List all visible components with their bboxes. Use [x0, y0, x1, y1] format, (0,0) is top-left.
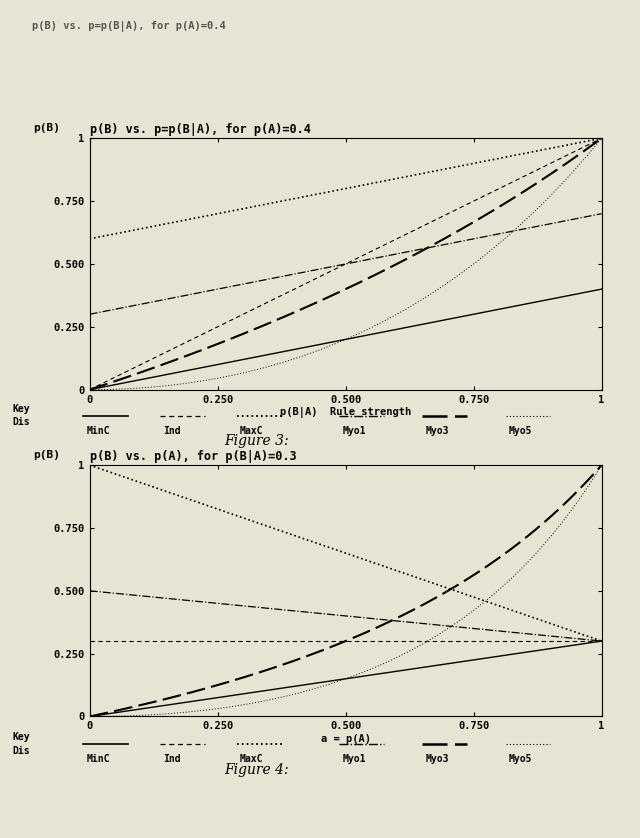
Text: Myo5: Myo5 [509, 426, 532, 436]
Text: MaxC: MaxC [240, 754, 264, 764]
Text: MinC: MinC [86, 754, 110, 764]
Text: Key: Key [13, 404, 31, 414]
X-axis label: a = p(A): a = p(A) [321, 734, 371, 744]
Text: p(B) vs. p(A), for p(B|A)=0.3: p(B) vs. p(A), for p(B|A)=0.3 [90, 449, 296, 463]
Text: p(B) vs. p=p(B|A), for p(A)=0.4: p(B) vs. p=p(B|A), for p(A)=0.4 [90, 122, 310, 136]
Text: Myo1: Myo1 [342, 426, 366, 436]
Text: p(B): p(B) [33, 123, 60, 133]
X-axis label: p(B|A)  Rule strength: p(B|A) Rule strength [280, 407, 412, 418]
Text: Key: Key [13, 732, 31, 742]
Text: Myo3: Myo3 [426, 754, 449, 764]
Text: Dis: Dis [13, 746, 31, 756]
Text: Figure 4:: Figure 4: [224, 763, 289, 777]
Text: Ind: Ind [163, 426, 181, 436]
Text: Myo3: Myo3 [426, 426, 449, 436]
Text: p(B): p(B) [33, 450, 60, 460]
Text: Dis: Dis [13, 417, 31, 427]
Text: Myo5: Myo5 [509, 754, 532, 764]
Text: Myo1: Myo1 [342, 754, 366, 764]
Text: MinC: MinC [86, 426, 110, 436]
Text: Figure 3:: Figure 3: [224, 434, 289, 448]
Text: Ind: Ind [163, 754, 181, 764]
Text: p(B) vs. p=p(B|A), for p(A)=0.4: p(B) vs. p=p(B|A), for p(A)=0.4 [32, 21, 226, 32]
Text: MaxC: MaxC [240, 426, 264, 436]
